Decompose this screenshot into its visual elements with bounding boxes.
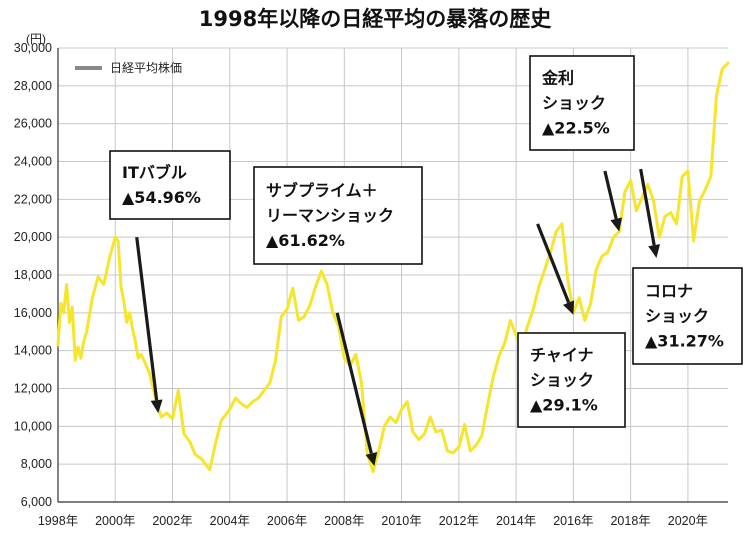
annotation-arrow-shaft — [135, 236, 159, 401]
annotation-arrow-shaft — [639, 168, 656, 246]
y-tick-label: 16,000 — [14, 306, 52, 320]
legend-label: 日経平均株価 — [110, 60, 182, 75]
series-layer — [56, 61, 730, 474]
y-tick-label: 10,000 — [14, 419, 52, 433]
annotation-1: ITバブル ▲54.96% — [109, 150, 231, 220]
y-tick-label: 30,000 — [14, 41, 52, 55]
y-tick-label: 12,000 — [14, 382, 52, 396]
x-tick-label: 2002年 — [152, 514, 192, 528]
annotation-arrow-head — [563, 300, 575, 315]
annotation-arrow-shaft — [536, 223, 571, 304]
legend: 日経平均株価 — [75, 60, 182, 75]
annotation-text-line: ▲31.27% — [645, 332, 724, 351]
x-tick-label: 2010年 — [381, 514, 421, 528]
y-tick-label: 20,000 — [14, 230, 52, 244]
annotation-text-line: ショック — [530, 371, 594, 390]
y-tick-label: 26,000 — [14, 117, 52, 131]
x-tick-label: 2012年 — [439, 514, 479, 528]
annotation-arrow-head — [648, 244, 661, 258]
annotation-arrow-shaft — [603, 170, 618, 220]
annotations: ITバブル ▲54.96% サブプライム＋ リーマンショック ▲61.62% 金利ショック… — [109, 55, 743, 428]
annotation-text-line: ショック — [542, 94, 606, 113]
y-tick-label: 18,000 — [14, 268, 52, 282]
annotation-arrow-head — [150, 399, 163, 414]
annotation-box — [529, 55, 635, 151]
x-tick-label: 2004年 — [210, 514, 250, 528]
x-tick-label: 1998年 — [38, 514, 78, 528]
annotation-text-line: ▲29.1% — [530, 396, 598, 415]
x-tick-label: 2020年 — [668, 514, 708, 528]
annotation-arrow-shaft — [335, 312, 373, 454]
x-tick-label: 2006年 — [267, 514, 307, 528]
x-tick-label: 2016年 — [553, 514, 593, 528]
annotation-text-line: ▲54.96% — [122, 188, 201, 207]
annotation-box — [253, 166, 423, 265]
annotation-text-line: ▲22.5% — [542, 119, 610, 138]
annotation-text-line: リーマンショック — [266, 206, 394, 225]
annotation-arrow-head — [365, 452, 378, 467]
annotation-text-line: コロナ — [645, 282, 693, 301]
annotation-text-line: ショック — [645, 307, 709, 326]
annotation-box — [632, 267, 743, 365]
annotation-text-line: ITバブル — [122, 163, 187, 182]
annotation-text-line: チャイナ — [530, 346, 594, 365]
y-tick-label: 24,000 — [14, 155, 52, 169]
y-tick-label: 8,000 — [21, 457, 52, 471]
x-tick-label: 2018年 — [610, 514, 650, 528]
y-tick-label: 28,000 — [14, 79, 52, 93]
y-axis-unit: (円) — [26, 32, 46, 46]
y-tick-label: 6,000 — [21, 495, 52, 509]
x-tick-label: 2008年 — [324, 514, 364, 528]
y-tick-label: 14,000 — [14, 344, 52, 358]
y-tick-label: 22,000 — [14, 192, 52, 206]
annotation-text-line: 金利 — [541, 69, 574, 88]
annotation-text-line: ▲61.62% — [266, 231, 345, 250]
annotation-arrows — [135, 168, 661, 467]
x-tick-labels: 1998年 2000年 2002年 2004年 2006年 2008年 2010年 2012年… — [38, 514, 708, 528]
x-tick-label: 2000年 — [95, 514, 135, 528]
annotation-text-line: サブプライム＋ — [266, 181, 378, 200]
series-line-nikkei — [56, 61, 730, 474]
x-tick-label: 2014年 — [496, 514, 536, 528]
annotation-box — [517, 332, 626, 428]
annotation-box — [109, 150, 231, 220]
annotation-2: サブプライム＋ リーマンショック ▲61.62% — [253, 166, 423, 265]
chart-title: 1998年以降の日経平均の暴落の歴史 — [199, 7, 552, 31]
annotation-arrow-head — [610, 217, 623, 232]
axes — [57, 48, 728, 503]
y-tick-labels: 6,000 8,000 10,000 12,000 14,000 16,000 18,000… — [14, 41, 52, 509]
